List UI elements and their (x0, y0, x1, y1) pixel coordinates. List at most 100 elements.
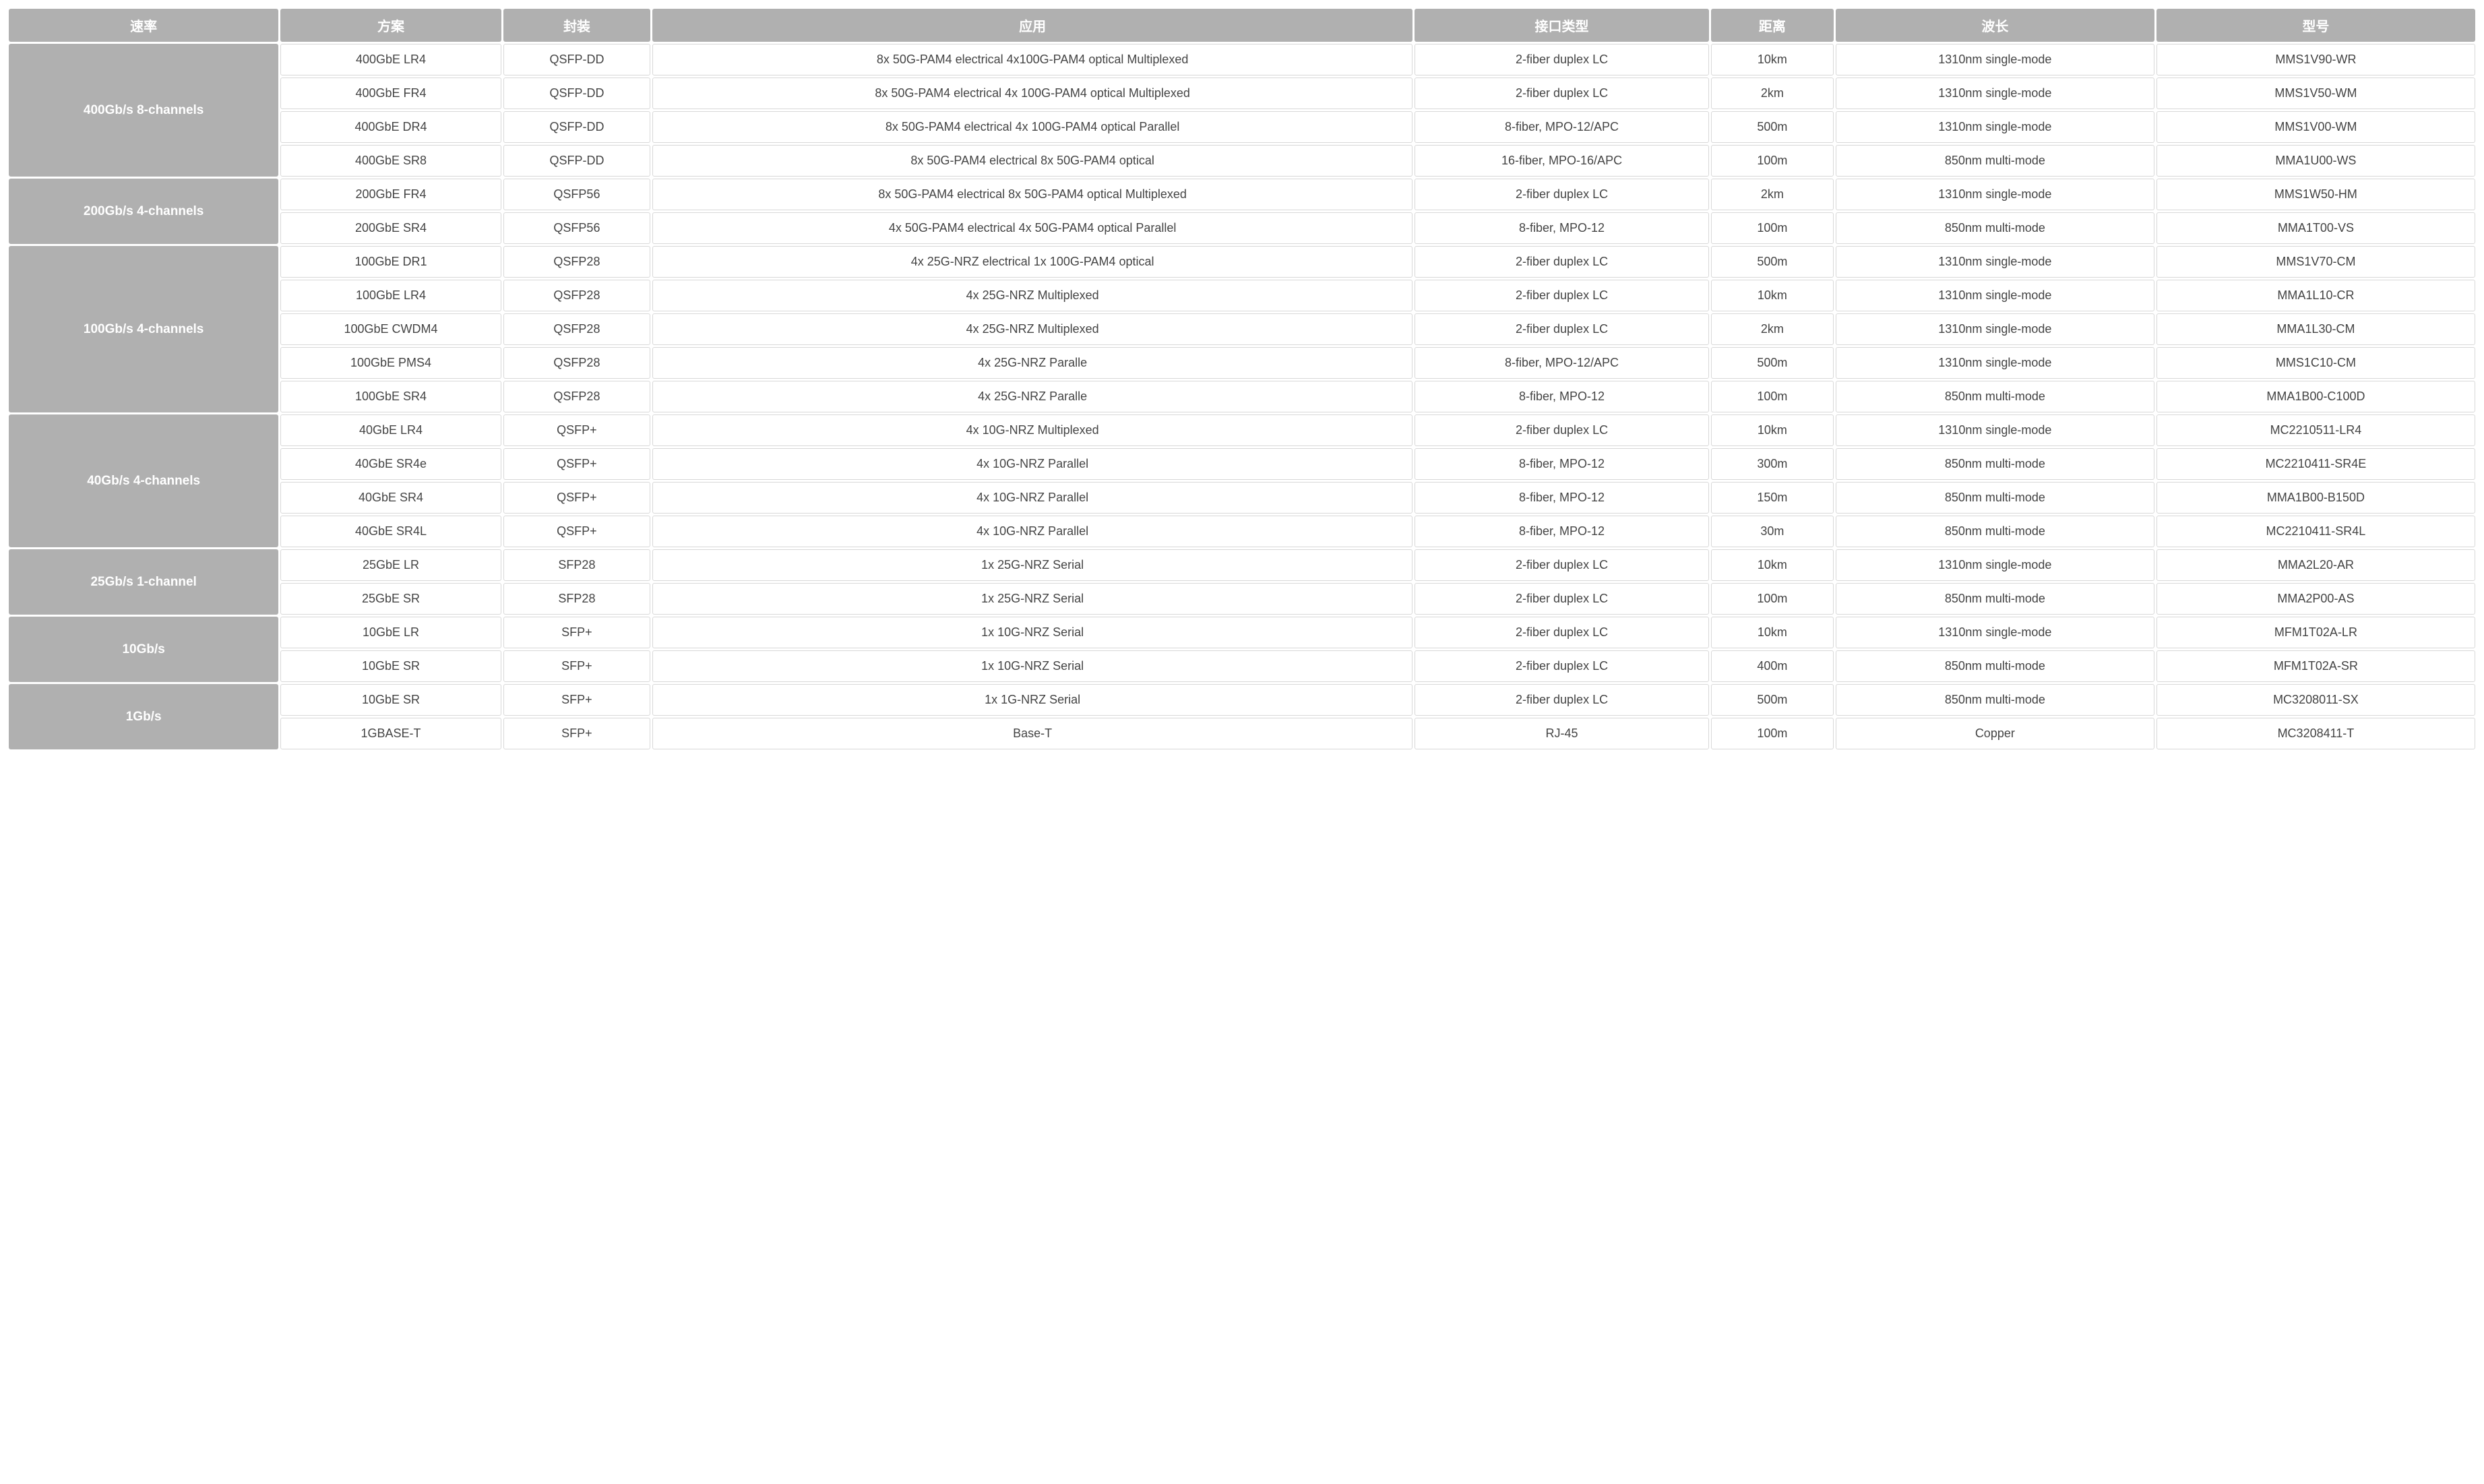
distance-cell: 500m (1711, 684, 1834, 716)
distance-cell: 100m (1711, 583, 1834, 615)
table-row: 40GbE SR4LQSFP+4x 10G-NRZ Parallel8-fibe… (9, 516, 2475, 547)
model-cell: MMS1V90-WR (2156, 44, 2475, 75)
package-cell: QSFP-DD (503, 78, 650, 109)
distance-cell: 30m (1711, 516, 1834, 547)
interface-cell: 2-fiber duplex LC (1415, 313, 1709, 345)
model-cell: MC2210411-SR4L (2156, 516, 2475, 547)
model-cell: MMS1V50-WM (2156, 78, 2475, 109)
wavelength-cell: 1310nm single-mode (1836, 347, 2154, 379)
table-row: 100GbE SR4QSFP284x 25G-NRZ Paralle8-fibe… (9, 381, 2475, 412)
package-cell: QSFP28 (503, 280, 650, 311)
scheme-cell: 100GbE SR4 (280, 381, 501, 412)
wavelength-cell: 1310nm single-mode (1836, 414, 2154, 446)
application-cell: 4x 10G-NRZ Parallel (652, 448, 1412, 480)
package-cell: SFP+ (503, 684, 650, 716)
model-cell: MMS1V00-WM (2156, 111, 2475, 143)
interface-cell: 2-fiber duplex LC (1415, 684, 1709, 716)
table-row: 100GbE LR4QSFP284x 25G-NRZ Multiplexed2-… (9, 280, 2475, 311)
col-model: 型号 (2156, 9, 2475, 42)
rate-group-cell: 200Gb/s 4-channels (9, 179, 278, 244)
wavelength-cell: 1310nm single-mode (1836, 246, 2154, 278)
wavelength-cell: 1310nm single-mode (1836, 111, 2154, 143)
interface-cell: 8-fiber, MPO-12 (1415, 212, 1709, 244)
package-cell: SFP+ (503, 718, 650, 749)
scheme-cell: 10GbE SR (280, 650, 501, 682)
interface-cell: RJ-45 (1415, 718, 1709, 749)
table-row: 1GBASE-TSFP+Base-TRJ-45100mCopperMC32084… (9, 718, 2475, 749)
interface-cell: 2-fiber duplex LC (1415, 280, 1709, 311)
col-wave: 波长 (1836, 9, 2154, 42)
transceiver-table: 速率 方案 封装 应用 接口类型 距离 波长 型号 400Gb/s 8-chan… (7, 7, 2477, 751)
distance-cell: 10km (1711, 617, 1834, 648)
col-scheme: 方案 (280, 9, 501, 42)
model-cell: MC3208411-T (2156, 718, 2475, 749)
table-row: 100GbE CWDM4QSFP284x 25G-NRZ Multiplexed… (9, 313, 2475, 345)
application-cell: 4x 50G-PAM4 electrical 4x 50G-PAM4 optic… (652, 212, 1412, 244)
scheme-cell: 40GbE SR4 (280, 482, 501, 514)
rate-group-cell: 40Gb/s 4-channels (9, 414, 278, 547)
package-cell: QSFP28 (503, 381, 650, 412)
table-row: 400GbE SR8QSFP-DD8x 50G-PAM4 electrical … (9, 145, 2475, 177)
model-cell: MFM1T02A-LR (2156, 617, 2475, 648)
distance-cell: 10km (1711, 549, 1834, 581)
interface-cell: 16-fiber, MPO-16/APC (1415, 145, 1709, 177)
scheme-cell: 100GbE LR4 (280, 280, 501, 311)
model-cell: MMS1C10-CM (2156, 347, 2475, 379)
table-row: 10Gb/s10GbE LRSFP+1x 10G-NRZ Serial2-fib… (9, 617, 2475, 648)
distance-cell: 2km (1711, 179, 1834, 210)
distance-cell: 500m (1711, 111, 1834, 143)
application-cell: 4x 25G-NRZ Multiplexed (652, 280, 1412, 311)
package-cell: QSFP28 (503, 246, 650, 278)
interface-cell: 2-fiber duplex LC (1415, 78, 1709, 109)
application-cell: 1x 25G-NRZ Serial (652, 549, 1412, 581)
package-cell: SFP+ (503, 650, 650, 682)
wavelength-cell: 1310nm single-mode (1836, 44, 2154, 75)
model-cell: MMA1L10-CR (2156, 280, 2475, 311)
header-row: 速率 方案 封装 应用 接口类型 距离 波长 型号 (9, 9, 2475, 42)
wavelength-cell: 1310nm single-mode (1836, 313, 2154, 345)
wavelength-cell: 850nm multi-mode (1836, 583, 2154, 615)
interface-cell: 2-fiber duplex LC (1415, 583, 1709, 615)
application-cell: 8x 50G-PAM4 electrical 8x 50G-PAM4 optic… (652, 145, 1412, 177)
col-iface: 接口类型 (1415, 9, 1709, 42)
package-cell: QSFP+ (503, 516, 650, 547)
package-cell: QSFP+ (503, 448, 650, 480)
application-cell: 1x 10G-NRZ Serial (652, 650, 1412, 682)
wavelength-cell: 1310nm single-mode (1836, 280, 2154, 311)
application-cell: 4x 25G-NRZ electrical 1x 100G-PAM4 optic… (652, 246, 1412, 278)
package-cell: QSFP-DD (503, 44, 650, 75)
wavelength-cell: Copper (1836, 718, 2154, 749)
table-row: 200Gb/s 4-channels200GbE FR4QSFP568x 50G… (9, 179, 2475, 210)
package-cell: QSFP+ (503, 414, 650, 446)
application-cell: 8x 50G-PAM4 electrical 8x 50G-PAM4 optic… (652, 179, 1412, 210)
model-cell: MMA1L30-CM (2156, 313, 2475, 345)
wavelength-cell: 1310nm single-mode (1836, 179, 2154, 210)
table-row: 100Gb/s 4-channels100GbE DR1QSFP284x 25G… (9, 246, 2475, 278)
package-cell: QSFP-DD (503, 111, 650, 143)
package-cell: QSFP56 (503, 179, 650, 210)
table-row: 200GbE SR4QSFP564x 50G-PAM4 electrical 4… (9, 212, 2475, 244)
scheme-cell: 400GbE SR8 (280, 145, 501, 177)
scheme-cell: 10GbE LR (280, 617, 501, 648)
interface-cell: 2-fiber duplex LC (1415, 549, 1709, 581)
model-cell: MC2210511-LR4 (2156, 414, 2475, 446)
wavelength-cell: 850nm multi-mode (1836, 381, 2154, 412)
table-body: 400Gb/s 8-channels400GbE LR4QSFP-DD8x 50… (9, 44, 2475, 749)
model-cell: MMA1B00-B150D (2156, 482, 2475, 514)
scheme-cell: 100GbE PMS4 (280, 347, 501, 379)
model-cell: MMS1W50-HM (2156, 179, 2475, 210)
interface-cell: 2-fiber duplex LC (1415, 44, 1709, 75)
wavelength-cell: 850nm multi-mode (1836, 516, 2154, 547)
rate-group-cell: 10Gb/s (9, 617, 278, 682)
interface-cell: 8-fiber, MPO-12 (1415, 516, 1709, 547)
model-cell: MMA2L20-AR (2156, 549, 2475, 581)
distance-cell: 2km (1711, 78, 1834, 109)
application-cell: 1x 10G-NRZ Serial (652, 617, 1412, 648)
package-cell: QSFP28 (503, 313, 650, 345)
table-row: 10GbE SRSFP+1x 10G-NRZ Serial2-fiber dup… (9, 650, 2475, 682)
scheme-cell: 400GbE LR4 (280, 44, 501, 75)
interface-cell: 8-fiber, MPO-12 (1415, 448, 1709, 480)
distance-cell: 300m (1711, 448, 1834, 480)
model-cell: MMA1U00-WS (2156, 145, 2475, 177)
wavelength-cell: 1310nm single-mode (1836, 617, 2154, 648)
